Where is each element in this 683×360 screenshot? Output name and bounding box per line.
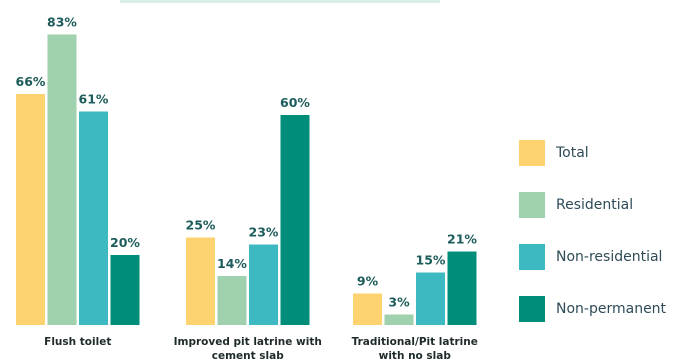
bar-non-permanent-improved-pit-latrine-with-cement-slab xyxy=(280,115,310,325)
value-label-non-residential-traditional-pit-latrine-with-no-slab: 15% xyxy=(416,253,446,268)
bar-non-residential-improved-pit-latrine-with-cement-slab xyxy=(249,244,278,325)
category-label-improved-pit-latrine-with-cement-slab-line-1: Improved pit latrine with xyxy=(174,336,322,348)
value-label-residential-improved-pit-latrine-with-cement-slab: 14% xyxy=(217,256,247,271)
category-label-traditional-pit-latrine-with-no-slab-line-2: with no slab xyxy=(379,350,452,360)
legend-label-non-permanent: Non-permanent xyxy=(556,301,667,317)
category-label-traditional-pit-latrine-with-no-slab-line-1: Traditional/Pit latrine xyxy=(352,336,478,348)
value-label-total-traditional-pit-latrine-with-no-slab: 9% xyxy=(357,274,379,289)
value-label-residential-flush-toilet: 83% xyxy=(47,15,77,30)
category-label-improved-pit-latrine-with-cement-slab-line-2: cement slab xyxy=(212,350,284,360)
value-labels-group: 66% 83% 61% 20% 25% 14% 23% 60% 9% 3% 15%21% xyxy=(16,15,478,310)
bar-residential-traditional-pit-latrine-with-no-slab xyxy=(384,314,414,325)
bar-non-permanent-flush-toilet xyxy=(110,255,140,325)
value-label-non-permanent-flush-toilet: 20% xyxy=(110,235,140,250)
legend: Total Residential Non-residential Non-pe… xyxy=(519,140,666,348)
value-label-non-residential-improved-pit-latrine-with-cement-slab: 23% xyxy=(249,225,279,240)
value-label-non-permanent-improved-pit-latrine-with-cement-slab: 60% xyxy=(280,95,310,110)
bars-group xyxy=(16,34,477,325)
value-label-non-permanent-traditional-pit-latrine-with-no-slab: 21% xyxy=(447,232,477,247)
legend-item-total: Total xyxy=(519,140,666,166)
bar-non-residential-traditional-pit-latrine-with-no-slab xyxy=(416,272,445,325)
legend-label-non-residential: Non-residential xyxy=(556,249,663,265)
bar-non-permanent-traditional-pit-latrine-with-no-slab xyxy=(447,251,477,325)
legend-swatch-non-permanent xyxy=(519,296,545,322)
value-label-non-residential-flush-toilet: 61% xyxy=(79,92,109,107)
bar-residential-flush-toilet xyxy=(47,34,77,325)
legend-label-residential: Residential xyxy=(556,197,634,213)
legend-swatch-residential xyxy=(519,192,545,218)
value-label-total-flush-toilet: 66% xyxy=(16,74,46,89)
bar-total-improved-pit-latrine-with-cement-slab xyxy=(186,237,215,325)
legend-item-residential: Residential xyxy=(519,192,666,218)
bar-non-residential-flush-toilet xyxy=(79,111,108,325)
category-label-flush-toilet-line-1: Flush toilet xyxy=(44,336,111,348)
top-strip xyxy=(120,0,440,3)
bar-total-traditional-pit-latrine-with-no-slab xyxy=(353,293,382,325)
value-label-residential-traditional-pit-latrine-with-no-slab: 3% xyxy=(388,295,410,310)
legend-swatch-total xyxy=(519,140,545,166)
legend-item-non-permanent: Non-permanent xyxy=(519,296,666,322)
bar-residential-improved-pit-latrine-with-cement-slab xyxy=(217,276,247,325)
legend-item-non-residential: Non-residential xyxy=(519,244,666,270)
legend-label-total: Total xyxy=(556,145,589,161)
category-labels-group: Flush toilet Improved pit latrine with cem… xyxy=(44,336,478,360)
legend-swatch-non-residential xyxy=(519,244,545,270)
bar-total-flush-toilet xyxy=(16,94,45,325)
value-label-total-improved-pit-latrine-with-cement-slab: 25% xyxy=(186,218,216,233)
